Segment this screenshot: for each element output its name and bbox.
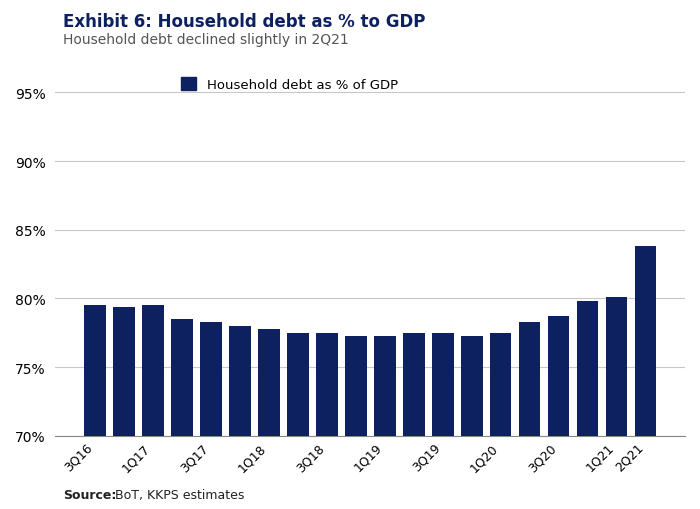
Bar xyxy=(374,336,395,509)
Bar xyxy=(84,306,106,509)
Bar xyxy=(345,336,367,509)
Bar xyxy=(258,329,280,509)
Bar xyxy=(402,333,425,509)
Bar xyxy=(200,322,222,509)
Bar xyxy=(287,333,309,509)
Bar xyxy=(577,302,598,509)
Bar xyxy=(142,306,164,509)
Bar xyxy=(635,247,657,509)
Bar xyxy=(606,297,627,509)
Text: Source:: Source: xyxy=(63,489,116,501)
Legend: Household debt as % of GDP: Household debt as % of GDP xyxy=(176,72,403,97)
Bar xyxy=(461,336,482,509)
Bar xyxy=(519,322,540,509)
Bar xyxy=(229,326,251,509)
Bar xyxy=(113,307,135,509)
Bar xyxy=(547,317,570,509)
Bar xyxy=(316,333,337,509)
Bar xyxy=(171,320,192,509)
Text: Household debt declined slightly in 2Q21: Household debt declined slightly in 2Q21 xyxy=(63,33,349,47)
Bar xyxy=(432,333,454,509)
Text: Exhibit 6: Household debt as % to GDP: Exhibit 6: Household debt as % to GDP xyxy=(63,13,426,31)
Text: BoT, KKPS estimates: BoT, KKPS estimates xyxy=(111,489,244,501)
Bar xyxy=(490,333,512,509)
